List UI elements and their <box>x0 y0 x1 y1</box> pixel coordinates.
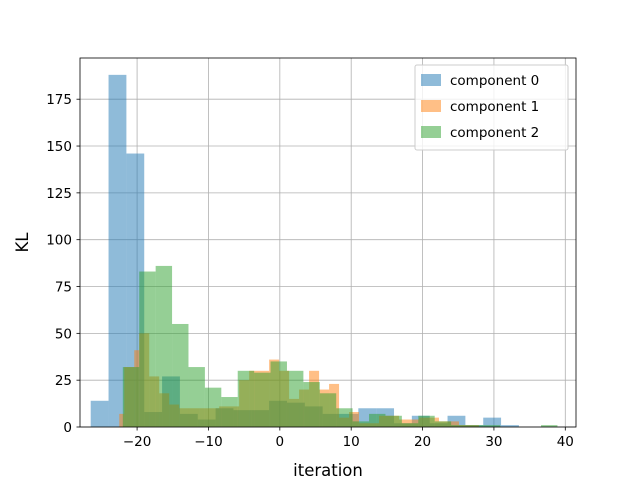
series-2-bar-1 <box>139 271 156 427</box>
series-2-bar-0 <box>122 367 140 427</box>
series-2-bar-13 <box>336 408 353 427</box>
series-2-bar-10 <box>286 370 304 427</box>
y-tick-label-7: 175 <box>46 92 72 108</box>
series-1-bar-20 <box>349 412 360 427</box>
series-2-bar-3 <box>172 323 189 427</box>
series-2-bar-23 <box>541 425 558 427</box>
legend: component 0 component 1 component 2 <box>414 64 569 151</box>
series-2-bar-16 <box>385 415 402 427</box>
y-axis-ticks: 0 25 50 75 100 125 150 175 <box>46 92 80 436</box>
x-tick-label-3: 10 <box>343 434 360 450</box>
y-axis-label: KL <box>13 232 32 253</box>
series-2-bar-12 <box>319 393 337 427</box>
x-tick-label-6: 40 <box>557 434 574 450</box>
series-2-bar-17 <box>401 423 419 427</box>
series-0-bar-0 <box>90 400 109 427</box>
y-tick-label-6: 150 <box>46 139 72 155</box>
legend-swatch-1 <box>421 100 441 112</box>
histogram-bars <box>90 74 558 428</box>
series-0-bar-1 <box>108 74 127 428</box>
series-2-bar-22 <box>483 425 501 427</box>
series-2-bar-20 <box>451 425 468 427</box>
series-2-bar-8 <box>254 372 271 427</box>
series-2-bar-2 <box>155 265 173 427</box>
plot-frame <box>79 57 577 428</box>
series-2-bar-21 <box>467 425 484 427</box>
y-tick-label-5: 125 <box>46 186 72 202</box>
series-2-bar-11 <box>303 382 320 427</box>
series-0-bar-23 <box>501 425 519 427</box>
x-tick-label-4: 20 <box>414 434 431 450</box>
y-tick-label-3: 75 <box>55 280 72 296</box>
legend-swatch-0 <box>421 74 441 86</box>
x-axis-label: iteration <box>293 461 363 480</box>
x-tick-label-1: −10 <box>194 434 223 450</box>
y-tick-label-2: 50 <box>55 326 72 342</box>
series-2-bar-6 <box>221 397 238 427</box>
x-tick-label-5: 30 <box>485 434 502 450</box>
legend-swatch-2 <box>421 126 441 138</box>
series-2-bar-14 <box>352 421 370 427</box>
y-tick-label-1: 25 <box>55 373 72 389</box>
x-axis-ticks: −20 −10 0 10 20 30 40 <box>123 427 574 450</box>
legend-label-2: component 2 <box>450 125 539 141</box>
x-tick-label-2: 0 <box>276 434 285 450</box>
series-2-bar-7 <box>237 370 255 427</box>
x-tick-label-0: −20 <box>123 434 152 450</box>
series-2-bar-18 <box>418 415 435 427</box>
y-tick-label-4: 100 <box>46 233 72 249</box>
series-2-bar-19 <box>434 421 452 427</box>
legend-label-0: component 0 <box>450 73 539 89</box>
y-tick-label-0: 0 <box>63 420 72 436</box>
series-2-bar-15 <box>369 413 386 427</box>
legend-label-1: component 1 <box>450 99 539 115</box>
series-2-bar-9 <box>270 361 287 427</box>
legend-box <box>414 64 569 151</box>
series-1-bar-0 <box>119 413 125 427</box>
series-2-bar-5 <box>204 387 222 427</box>
series-0-bar-22 <box>483 417 502 427</box>
series-2-bar-4 <box>188 367 205 427</box>
series-2-bars <box>122 265 558 427</box>
